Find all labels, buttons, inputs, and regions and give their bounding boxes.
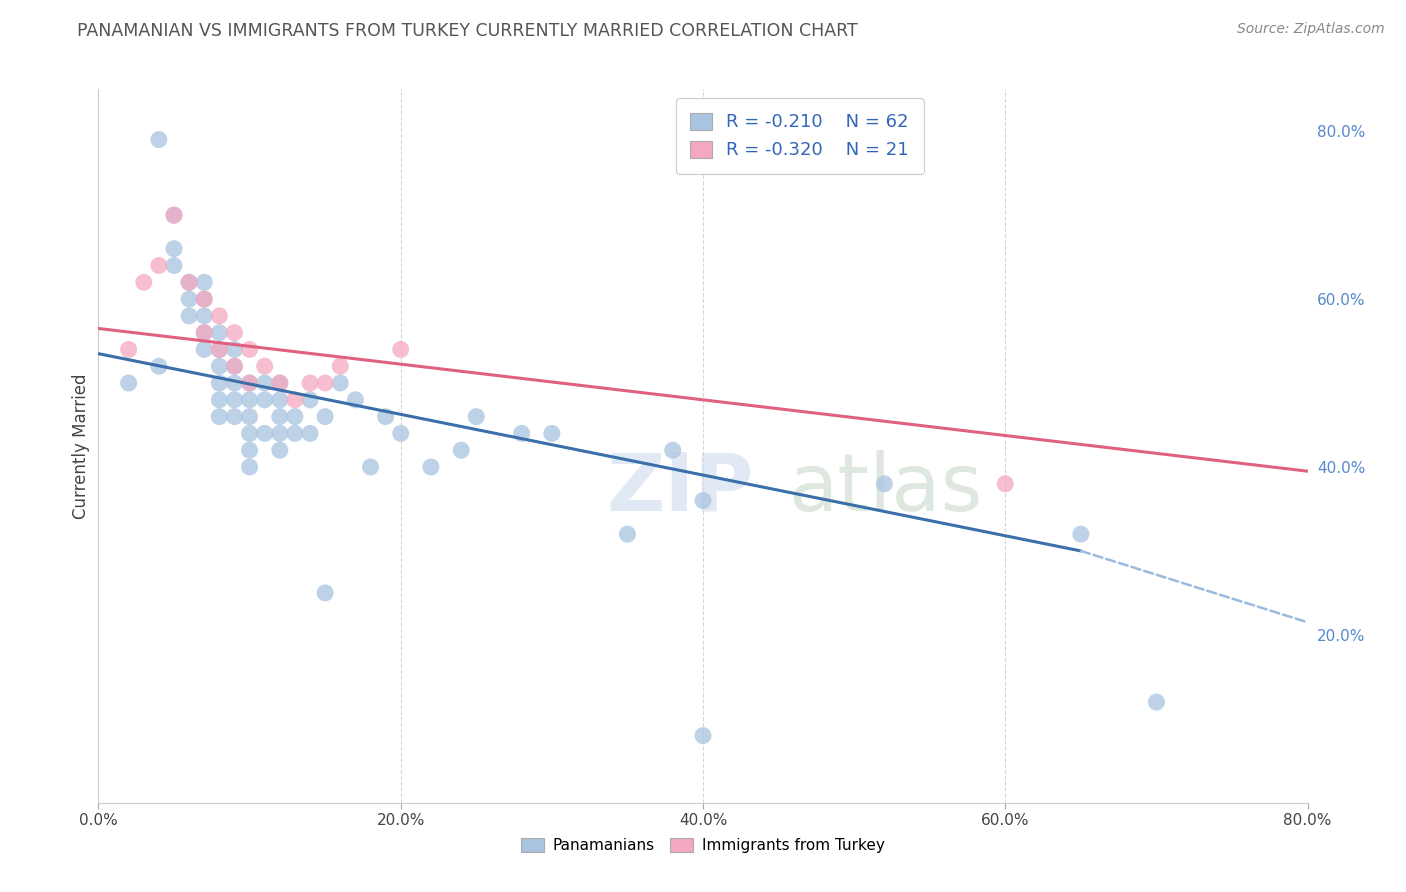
Point: [163, 208, 186, 222]
Point: [193, 343, 215, 357]
Point: [253, 426, 276, 441]
Text: ZIP: ZIP: [606, 450, 754, 528]
Point: [269, 376, 291, 390]
Point: [148, 259, 170, 273]
Point: [208, 392, 231, 407]
Point: [239, 409, 262, 424]
Point: [450, 443, 472, 458]
Point: [148, 132, 170, 146]
Point: [873, 476, 896, 491]
Point: [284, 409, 307, 424]
Point: [284, 426, 307, 441]
Point: [510, 426, 533, 441]
Point: [420, 460, 443, 475]
Point: [329, 376, 352, 390]
Point: [616, 527, 638, 541]
Point: [224, 359, 246, 374]
Point: [661, 443, 683, 458]
Point: [692, 493, 714, 508]
Point: [239, 392, 262, 407]
Point: [179, 275, 201, 289]
Point: [163, 208, 186, 222]
Point: [224, 359, 246, 374]
Point: [465, 409, 488, 424]
Point: [329, 359, 352, 374]
Point: [389, 343, 412, 357]
Point: [163, 242, 186, 256]
Point: [118, 376, 141, 390]
Point: [132, 275, 155, 289]
Point: [239, 443, 262, 458]
Point: [208, 326, 231, 340]
Point: [118, 343, 141, 357]
Point: [179, 292, 201, 306]
Point: [224, 326, 246, 340]
Text: PANAMANIAN VS IMMIGRANTS FROM TURKEY CURRENTLY MARRIED CORRELATION CHART: PANAMANIAN VS IMMIGRANTS FROM TURKEY CUR…: [77, 22, 858, 40]
Point: [239, 343, 262, 357]
Point: [314, 376, 336, 390]
Point: [269, 409, 291, 424]
Point: [299, 392, 322, 407]
Point: [299, 376, 322, 390]
Point: [239, 426, 262, 441]
Point: [224, 376, 246, 390]
Point: [208, 359, 231, 374]
Point: [1070, 527, 1092, 541]
Point: [193, 292, 215, 306]
Point: [163, 259, 186, 273]
Point: [389, 426, 412, 441]
Text: Source: ZipAtlas.com: Source: ZipAtlas.com: [1237, 22, 1385, 37]
Point: [193, 275, 215, 289]
Point: [344, 392, 367, 407]
Point: [284, 392, 307, 407]
Text: atlas: atlas: [787, 450, 981, 528]
Point: [269, 443, 291, 458]
Point: [224, 392, 246, 407]
Point: [269, 392, 291, 407]
Point: [208, 409, 231, 424]
Point: [224, 409, 246, 424]
Point: [193, 309, 215, 323]
Point: [224, 343, 246, 357]
Point: [208, 343, 231, 357]
Point: [208, 309, 231, 323]
Point: [193, 326, 215, 340]
Point: [253, 376, 276, 390]
Point: [239, 376, 262, 390]
Point: [239, 376, 262, 390]
Y-axis label: Currently Married: Currently Married: [72, 373, 90, 519]
Point: [314, 409, 336, 424]
Point: [148, 359, 170, 374]
Point: [269, 376, 291, 390]
Point: [208, 376, 231, 390]
Point: [1144, 695, 1167, 709]
Legend: Panamanians, Immigrants from Turkey: Panamanians, Immigrants from Turkey: [515, 832, 891, 859]
Point: [360, 460, 382, 475]
Point: [193, 292, 215, 306]
Point: [208, 343, 231, 357]
Point: [179, 275, 201, 289]
Point: [239, 460, 262, 475]
Point: [374, 409, 396, 424]
Point: [269, 426, 291, 441]
Point: [314, 586, 336, 600]
Point: [179, 309, 201, 323]
Point: [253, 359, 276, 374]
Point: [540, 426, 562, 441]
Point: [692, 729, 714, 743]
Point: [994, 476, 1017, 491]
Point: [193, 326, 215, 340]
Point: [253, 392, 276, 407]
Point: [299, 426, 322, 441]
